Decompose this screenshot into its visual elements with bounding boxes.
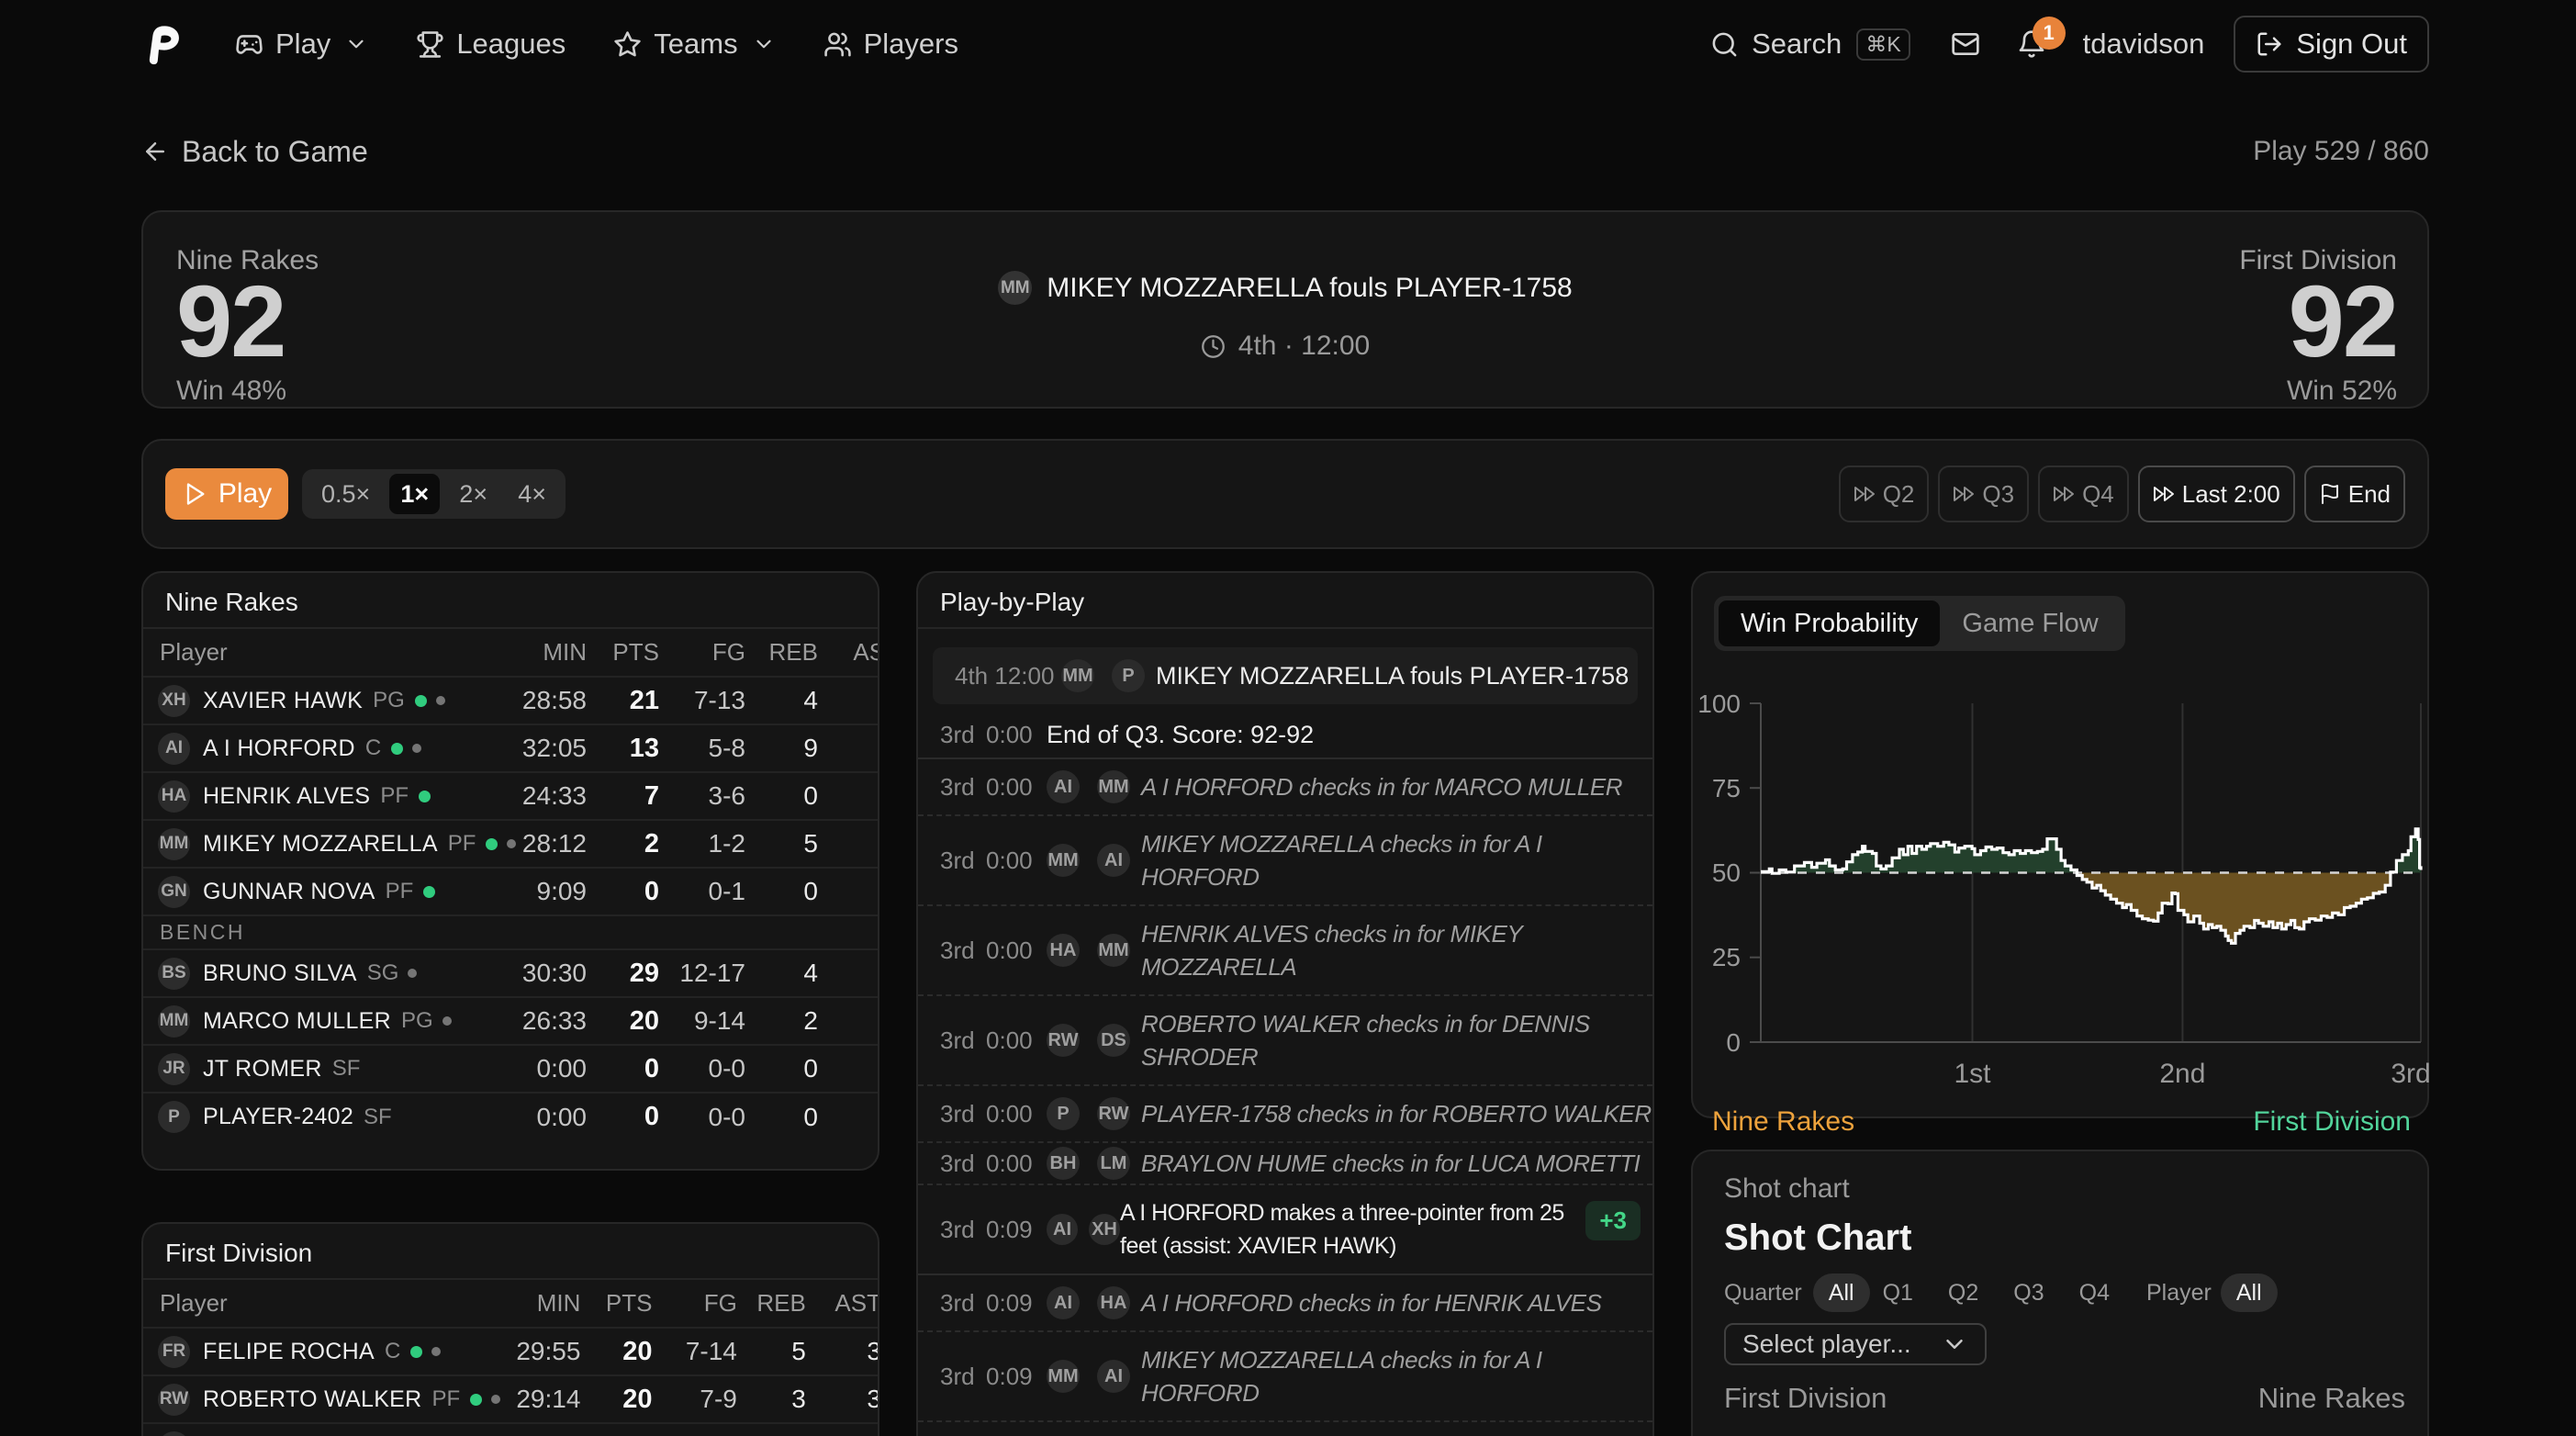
svg-text:0: 0: [1726, 1028, 1741, 1057]
svg-text:25: 25: [1712, 943, 1741, 971]
svg-text:75: 75: [1712, 774, 1741, 802]
svg-text:50: 50: [1712, 858, 1741, 887]
svg-text:2nd: 2nd: [2159, 1059, 2205, 1089]
svg-text:100: 100: [1697, 690, 1741, 718]
svg-text:3rd: 3rd: [2391, 1059, 2430, 1089]
svg-text:1st: 1st: [1954, 1059, 1991, 1089]
